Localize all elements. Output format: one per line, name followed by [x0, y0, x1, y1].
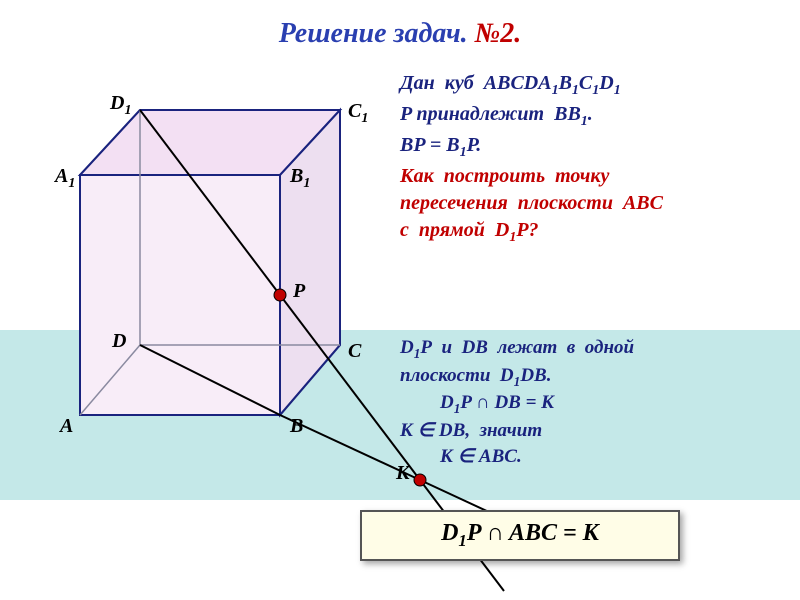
label-A: A: [60, 415, 73, 438]
question-text: Как построить точку пересечения плоскост…: [400, 163, 780, 248]
label-D: D: [112, 330, 126, 353]
result-box: D1P ∩ ABC = К: [360, 510, 680, 561]
label-D₁: D1: [110, 92, 131, 119]
given-text: Дан куб ABCDA1B1C1D1 P принадлежит BB1. …: [400, 70, 780, 163]
label-B₁: B1: [290, 165, 310, 192]
label-C: C: [348, 340, 361, 363]
label-P: P: [293, 280, 305, 303]
label-A₁: A1: [55, 165, 75, 192]
problem-text: Дан куб ABCDA1B1C1D1 P принадлежит BB1. …: [400, 70, 780, 248]
label-B: B: [290, 415, 303, 438]
label-C₁: C1: [348, 100, 368, 127]
solution-text: D1P и DB лежат в одной плоскости D1DB. D…: [400, 335, 780, 469]
